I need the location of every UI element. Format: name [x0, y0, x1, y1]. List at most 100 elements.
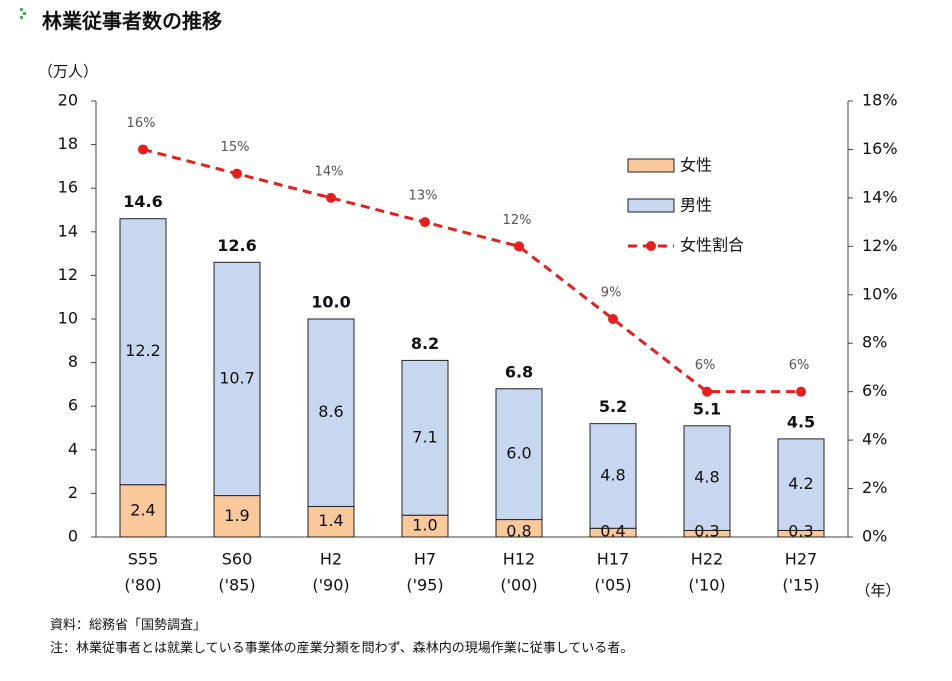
- bar-male: [495, 388, 543, 521]
- x-year-label: ('10): [688, 576, 725, 595]
- female-value-label: 2.4: [130, 500, 155, 519]
- y-left-tick-label: 4: [68, 439, 78, 458]
- x-tick-label: H12: [503, 550, 535, 569]
- legend-label: 女性割合: [680, 236, 744, 255]
- y-left-tick-label: 6: [68, 396, 78, 415]
- page-title: 林業従事者数の推移: [42, 9, 222, 33]
- source-note: 資料：総務省「国勢調査」: [50, 618, 207, 633]
- legend-label: 男性: [680, 196, 712, 215]
- x-year-label: ('00): [500, 576, 537, 595]
- y-right-tick-label: 14%: [862, 187, 898, 206]
- bar-female: [213, 495, 261, 538]
- male-value-label: 4.8: [694, 468, 719, 487]
- legend-swatch: [627, 158, 675, 173]
- female-value-label: 0.3: [788, 522, 813, 541]
- x-year-label: ('05): [594, 576, 631, 595]
- title-bullet-icon: [20, 8, 26, 19]
- y-left-tick-label: 14: [58, 221, 78, 240]
- bar-male: [119, 218, 167, 486]
- x-year-label: ('90): [312, 576, 349, 595]
- ratio-point: [420, 217, 430, 228]
- female-value-label: 1.4: [318, 511, 343, 530]
- ratio-value-label: 6%: [695, 358, 716, 373]
- ratio-value-label: 13%: [409, 189, 438, 204]
- x-tick-label: H7: [414, 550, 436, 569]
- legend-label: 女性: [680, 156, 712, 175]
- legend-marker: [646, 241, 656, 251]
- x-tick-label: S60: [222, 550, 253, 569]
- male-value-label: 12.2: [125, 341, 161, 360]
- y-left-tick-label: 20: [58, 91, 78, 110]
- male-value-label: 10.7: [219, 368, 255, 387]
- y-right-tick-label: 18%: [862, 91, 898, 110]
- ratio-value-label: 12%: [503, 213, 532, 228]
- bar-male: [777, 438, 825, 531]
- bar-female: [307, 505, 355, 538]
- x-year-label: ('15): [782, 576, 819, 595]
- ratio-point: [138, 144, 148, 155]
- x-tick-label: H27: [785, 550, 817, 569]
- x-unit-label: （年）: [855, 582, 900, 600]
- male-value-label: 6.0: [506, 444, 531, 463]
- bar-male: [401, 359, 449, 516]
- total-value-label: 10.0: [311, 293, 350, 312]
- y-right-tick-label: 10%: [862, 284, 898, 303]
- total-value-label: 5.1: [693, 399, 721, 418]
- female-value-label: 1.9: [224, 506, 249, 525]
- ratio-line: [142, 147, 801, 394]
- bar-male: [683, 425, 731, 531]
- ratio-value-label: 9%: [601, 286, 622, 301]
- x-year-label: ('95): [406, 576, 443, 595]
- male-value-label: 8.6: [318, 402, 343, 421]
- ratio-value-label: 6%: [789, 358, 810, 373]
- y-left-tick-label: 0: [68, 527, 78, 546]
- x-tick-label: H22: [691, 550, 723, 569]
- female-value-label: 0.4: [600, 522, 625, 541]
- x-year-label: ('85): [218, 576, 255, 595]
- y-right-tick-label: 12%: [862, 236, 898, 255]
- male-value-label: 4.2: [788, 474, 813, 493]
- y-right-tick-label: 2%: [862, 478, 887, 497]
- y-right-tick-label: 6%: [862, 381, 887, 400]
- ratio-point: [702, 386, 712, 397]
- bar-male: [213, 261, 261, 497]
- female-value-label: 0.3: [694, 522, 719, 541]
- y-left-tick-label: 18: [58, 134, 78, 153]
- y-left-tick-label: 8: [68, 352, 78, 371]
- bar-female: [119, 484, 167, 538]
- ratio-point: [232, 168, 242, 179]
- x-tick-label: H2: [320, 550, 342, 569]
- y-right-tick-label: 0%: [862, 527, 887, 546]
- y-left-tick-label: 12: [58, 265, 78, 284]
- y-right-tick-label: 4%: [862, 430, 887, 449]
- legend-swatch: [627, 198, 675, 213]
- total-value-label: 12.6: [217, 236, 256, 255]
- total-value-label: 14.6: [123, 192, 162, 211]
- x-year-label: ('80): [124, 576, 161, 595]
- total-value-label: 5.2: [599, 397, 627, 416]
- ratio-point: [326, 192, 336, 203]
- y-left-tick-label: 16: [58, 178, 78, 197]
- y-left-unit-label: （万人）: [38, 63, 98, 81]
- ratio-point: [608, 314, 618, 324]
- total-value-label: 4.5: [787, 412, 815, 431]
- y-left-tick-label: 10: [58, 309, 78, 328]
- ratio-value-label: 14%: [315, 164, 344, 179]
- bar-male: [307, 318, 355, 507]
- y-left-tick-label: 2: [68, 483, 78, 502]
- total-value-label: 6.8: [505, 362, 533, 381]
- total-value-label: 8.2: [411, 334, 439, 353]
- male-value-label: 4.8: [600, 465, 625, 484]
- female-value-label: 0.8: [506, 522, 531, 541]
- ratio-value-label: 15%: [221, 140, 250, 155]
- y-right-tick-label: 16%: [862, 139, 898, 158]
- male-value-label: 7.1: [412, 427, 437, 446]
- y-right-tick-label: 8%: [862, 333, 887, 352]
- x-tick-label: S55: [128, 550, 159, 569]
- ratio-point: [514, 241, 524, 252]
- ratio-point: [796, 386, 806, 397]
- x-tick-label: H17: [597, 550, 629, 569]
- bar-male: [589, 423, 637, 529]
- female-value-label: 1.0: [412, 516, 437, 535]
